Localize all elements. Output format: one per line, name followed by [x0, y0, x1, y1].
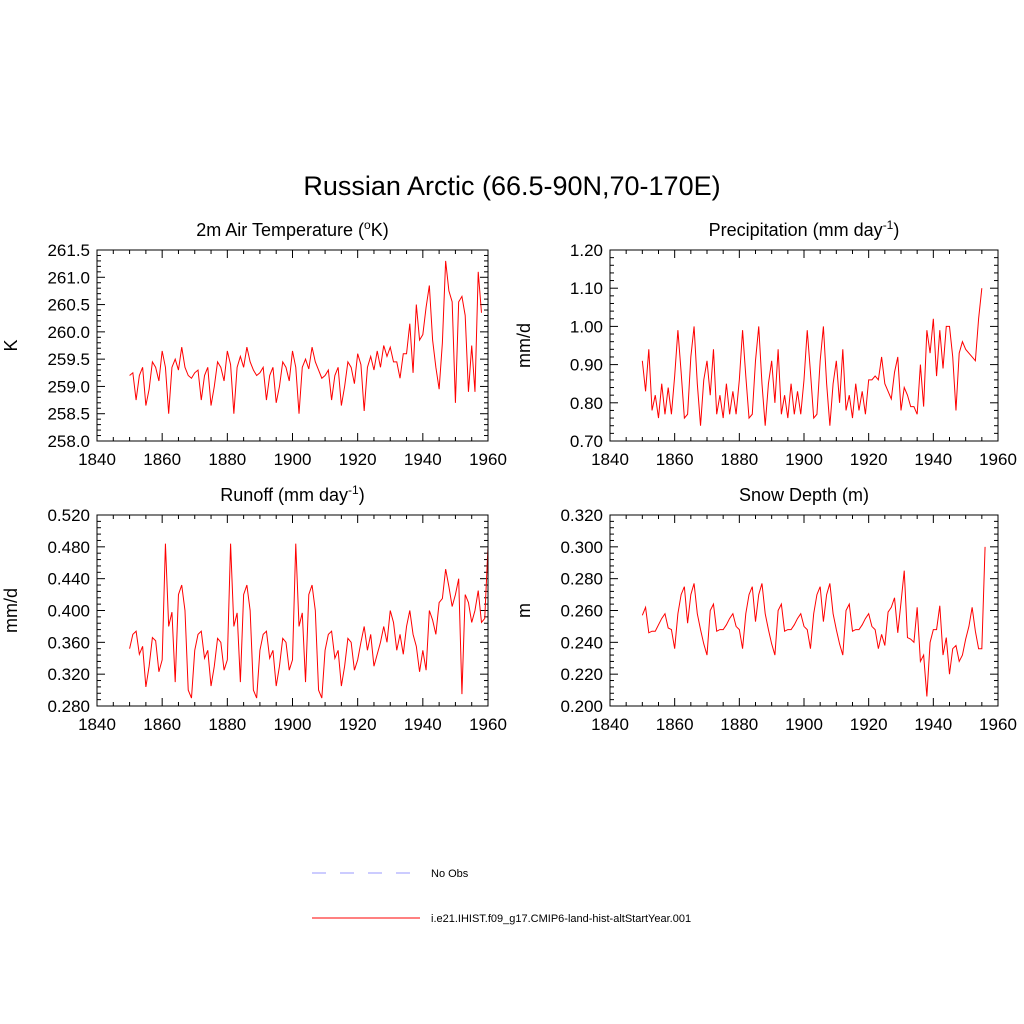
x-tick-label: 1960: [469, 715, 507, 734]
series-line: [129, 543, 489, 699]
panel-title-superscript: -1: [883, 218, 894, 232]
x-tick-label: 1840: [78, 450, 116, 469]
panel-title-text: Runoff (mm day: [220, 485, 348, 505]
x-tick-label: 1840: [591, 450, 629, 469]
y-tick-label: 258.5: [47, 405, 90, 424]
x-tick-label: 1960: [979, 450, 1017, 469]
y-tick-label: 0.280: [560, 570, 603, 589]
series-line: [641, 288, 983, 426]
y-axis-label: m: [514, 603, 534, 618]
y-axis-label: mm/d: [514, 323, 534, 368]
x-tick-label: 1880: [208, 715, 246, 734]
plot-frame: [609, 249, 999, 442]
x-tick-label: 1860: [143, 715, 181, 734]
y-tick-label: 0.220: [560, 665, 603, 684]
panel-snow-depth: Snow Depth (m) m 1840 1860 1880 1900 1920 1940 1…: [514, 485, 1017, 734]
x-tick-label: 1940: [914, 450, 952, 469]
y-tick-label: 0.440: [47, 570, 90, 589]
x-tick-label: 1880: [720, 715, 758, 734]
plot-frame: [96, 249, 489, 442]
panel-title: Precipitation (mm day-1): [709, 218, 900, 240]
y-tick-label: 1.00: [570, 317, 603, 336]
y-tick-label: 0.320: [47, 665, 90, 684]
panel-title-text: 2m Air Temperature (: [196, 220, 364, 240]
y-tick-label: 261.5: [47, 241, 90, 260]
y-axis-label: K: [1, 339, 21, 351]
y-tick-label: 0.90: [570, 356, 603, 375]
y-tick-label: 259.0: [47, 377, 90, 396]
y-tick-label: 259.5: [47, 350, 90, 369]
x-tick-label: 1960: [979, 715, 1017, 734]
x-tick-label: 1880: [720, 450, 758, 469]
panel-title-text-end: ): [359, 485, 365, 505]
y-tick-label: 0.240: [560, 633, 603, 652]
panel-temperature: 2m Air Temperature (oK) K 1840 1860 1880 1900…: [1, 218, 507, 469]
y-tick-label: 0.200: [560, 697, 603, 716]
y-axis-label: mm/d: [1, 588, 21, 633]
y-tick-label: 0.70: [570, 432, 603, 451]
y-tick-label: 0.480: [47, 538, 90, 557]
legend: No Obs i.e21.IHIST.f09_g17.CMIP6-land-hi…: [312, 868, 691, 925]
x-tick-label: 1860: [656, 450, 694, 469]
panel-title: 2m Air Temperature (oK): [196, 218, 388, 240]
y-tick-label: 260.5: [47, 296, 90, 315]
x-tick-label: 1840: [591, 715, 629, 734]
panel-runoff: Runoff (mm day-1) mm/d 1840 1860 1880 1900 192…: [1, 483, 507, 734]
panel-title-text-end: ): [893, 220, 899, 240]
x-tick-label: 1920: [339, 450, 377, 469]
y-tick-label: 0.320: [560, 506, 603, 525]
y-tick-label: 0.400: [47, 602, 90, 621]
y-tick-label: 0.260: [560, 602, 603, 621]
figure-title: Russian Arctic (66.5-90N,70-170E): [303, 171, 720, 201]
x-tick-label: 1880: [208, 450, 246, 469]
y-tick-label: 1.20: [570, 241, 603, 260]
x-tick-label: 1920: [850, 715, 888, 734]
x-tick-label: 1920: [339, 715, 377, 734]
x-tick-label: 1940: [914, 715, 952, 734]
panel-title-text: Precipitation (mm day: [709, 220, 883, 240]
x-tick-label: 1840: [78, 715, 116, 734]
panel-title: Runoff (mm day-1): [220, 483, 364, 505]
x-tick-label: 1860: [143, 450, 181, 469]
panel-precipitation: Precipitation (mm day-1) mm/d 1840 1860 1880…: [514, 218, 1017, 469]
series-line: [641, 546, 986, 697]
y-tick-label: 0.360: [47, 633, 90, 652]
panel-title-superscript: -1: [348, 483, 359, 497]
legend-label-no-obs: No Obs: [431, 868, 469, 880]
y-tick-label: 0.280: [47, 697, 90, 716]
x-tick-label: 1900: [785, 450, 823, 469]
y-tick-label: 1.10: [570, 279, 603, 298]
x-tick-label: 1940: [404, 715, 442, 734]
y-tick-label: 0.80: [570, 394, 603, 413]
x-tick-label: 1960: [469, 450, 507, 469]
plot-frame: [609, 514, 999, 707]
x-tick-label: 1940: [404, 450, 442, 469]
x-tick-label: 1900: [274, 450, 312, 469]
y-tick-label: 0.300: [560, 538, 603, 557]
y-tick-label: 261.0: [47, 268, 90, 287]
y-tick-label: 0.520: [47, 506, 90, 525]
y-tick-label: 258.0: [47, 432, 90, 451]
plot-frame: [96, 514, 489, 707]
series-line: [129, 260, 482, 414]
legend-label-model-run: i.e21.IHIST.f09_g17.CMIP6-land-hist-altS…: [431, 913, 691, 925]
panel-title-text-end: K): [371, 220, 389, 240]
x-tick-label: 1920: [850, 450, 888, 469]
y-tick-label: 260.0: [47, 323, 90, 342]
panel-title-superscript: o: [364, 218, 371, 232]
x-tick-label: 1900: [274, 715, 312, 734]
panel-title: Snow Depth (m): [739, 485, 869, 505]
x-tick-label: 1900: [785, 715, 823, 734]
x-tick-label: 1860: [656, 715, 694, 734]
